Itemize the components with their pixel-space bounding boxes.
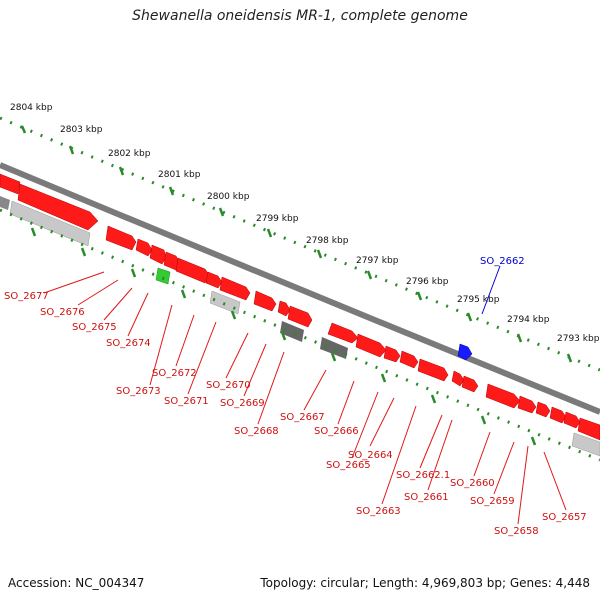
grey-feature bbox=[209, 290, 241, 315]
gene-arrow bbox=[417, 358, 449, 382]
gene-arrow bbox=[327, 322, 359, 344]
highlight-leader-line bbox=[481, 265, 501, 315]
gene-arrow bbox=[517, 395, 537, 414]
scale-label: 2799 kbp bbox=[256, 214, 299, 224]
gene-label: SO_2659 bbox=[470, 496, 515, 507]
scale-label: 2801 kbp bbox=[158, 170, 201, 180]
gene-label: SO_2670 bbox=[206, 380, 251, 391]
gene-arrow bbox=[355, 333, 387, 358]
scale-label: 2795 kbp bbox=[457, 295, 500, 305]
map-title: Shewanella oneidensis MR-1, complete gen… bbox=[132, 8, 468, 24]
gene-arrow bbox=[549, 406, 567, 424]
genome-backbone bbox=[0, 162, 600, 415]
scale-label: 2800 kbp bbox=[207, 192, 250, 202]
outer-scale-track bbox=[0, 116, 600, 372]
accession-text: Accession: NC_004347 bbox=[8, 576, 145, 590]
gene-arrow bbox=[383, 345, 401, 363]
gene-label: SO_2674 bbox=[106, 338, 151, 349]
gene-arrow bbox=[253, 290, 277, 312]
grey-feature bbox=[9, 200, 91, 247]
gene-arrow bbox=[287, 305, 313, 328]
gene-arrow bbox=[149, 244, 167, 265]
gene-label: SO_2668 bbox=[234, 426, 279, 437]
gene-label: SO_2667 bbox=[280, 412, 325, 423]
inner-scale-track bbox=[0, 208, 600, 462]
highlight-gene-green[interactable] bbox=[155, 267, 171, 285]
gene-arrow bbox=[451, 370, 465, 387]
scale-label: 2804 kbp bbox=[10, 103, 53, 113]
gene-arrow bbox=[461, 375, 479, 393]
gene-arrow bbox=[399, 350, 419, 369]
gene-label: SO_2666 bbox=[314, 426, 359, 437]
gene-arrow bbox=[277, 300, 291, 317]
gene-arrow bbox=[135, 238, 153, 257]
gene-arrow bbox=[17, 183, 99, 231]
gene-arrow bbox=[105, 225, 137, 251]
gene-arrow bbox=[563, 411, 581, 429]
scale-labels: 2804 kbp 2803 kbp 2802 kbp 2801 kbp 2800… bbox=[10, 103, 600, 344]
gene-arrow bbox=[0, 173, 21, 195]
grey-feature bbox=[571, 432, 600, 457]
gene-label: SO_2672 bbox=[152, 368, 197, 379]
gene-label: SO_2665 bbox=[326, 460, 371, 471]
scale-label: 2797 kbp bbox=[356, 256, 399, 266]
gene-arrow bbox=[175, 257, 211, 284]
gene-label: SO_2657 bbox=[542, 512, 587, 523]
gene-label: SO_2671 bbox=[164, 396, 209, 407]
gene-label: SO_2673 bbox=[116, 386, 161, 397]
scale-label: 2793 kbp bbox=[557, 334, 600, 344]
gene-arrow bbox=[219, 276, 251, 301]
gene-track[interactable] bbox=[0, 173, 600, 441]
gene-label: SO_2664 bbox=[348, 450, 393, 461]
scale-label: 2802 kbp bbox=[108, 149, 151, 159]
scale-label: 2796 kbp bbox=[406, 277, 449, 287]
gene-label: SO_2677 bbox=[4, 291, 49, 302]
scale-label: 2798 kbp bbox=[306, 236, 349, 246]
grey-feature bbox=[0, 196, 10, 210]
gene-arrow bbox=[535, 401, 551, 418]
highlight-gene-blue[interactable] bbox=[457, 343, 473, 361]
gene-arrow bbox=[205, 271, 223, 289]
gene-leader-lines bbox=[43, 271, 567, 525]
gene-label: SO_2663 bbox=[356, 506, 401, 517]
genome-summary: Topology: circular; Length: 4,969,803 bp… bbox=[260, 576, 590, 590]
gene-label: SO_2675 bbox=[72, 322, 117, 333]
dark-feature bbox=[280, 321, 304, 342]
gene-arrow bbox=[485, 383, 521, 409]
other-features[interactable] bbox=[0, 196, 600, 457]
gene-label: SO_2661 bbox=[404, 492, 449, 503]
dark-feature bbox=[320, 337, 348, 359]
gene-arrow bbox=[577, 417, 600, 441]
gene-label: SO_2658 bbox=[494, 526, 539, 537]
gene-label: SO_2662.1 bbox=[396, 470, 450, 481]
gene-label-highlight: SO_2662 bbox=[480, 256, 525, 267]
gene-label: SO_2676 bbox=[40, 307, 85, 318]
scale-label: 2803 kbp bbox=[60, 125, 103, 135]
gene-labels[interactable]: SO_2677 SO_2676 SO_2675 SO_2674 SO_2673 … bbox=[4, 256, 587, 537]
gene-label: SO_2660 bbox=[450, 478, 495, 489]
gene-label: SO_2669 bbox=[220, 398, 265, 409]
scale-label: 2794 kbp bbox=[507, 315, 550, 325]
